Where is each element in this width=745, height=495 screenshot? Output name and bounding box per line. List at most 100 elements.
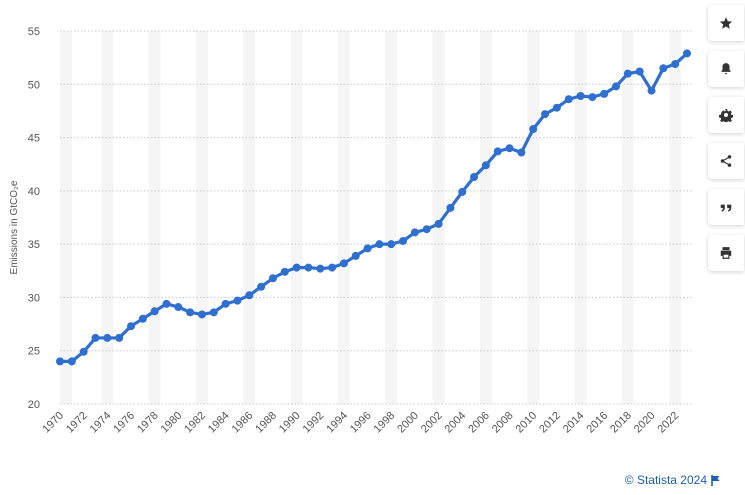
data-point[interactable]: [588, 93, 597, 102]
y-tick-label: 35: [28, 239, 40, 251]
credit-link[interactable]: © Statista 2024: [624, 473, 707, 487]
data-point[interactable]: [481, 161, 490, 170]
settings-button[interactable]: [708, 97, 744, 133]
data-point[interactable]: [79, 347, 88, 356]
x-tick-label: 1996: [348, 410, 374, 436]
x-tick-label: 1988: [253, 410, 279, 436]
data-point[interactable]: [387, 240, 396, 249]
data-point[interactable]: [328, 263, 337, 272]
data-point[interactable]: [552, 103, 561, 112]
y-tick-label: 40: [28, 186, 40, 198]
data-point[interactable]: [529, 125, 538, 134]
x-tick-label: 2016: [585, 410, 611, 436]
data-point[interactable]: [659, 64, 668, 73]
band: [574, 31, 587, 404]
data-point[interactable]: [399, 236, 408, 245]
band: [290, 31, 303, 404]
data-point[interactable]: [505, 144, 514, 153]
data-point[interactable]: [647, 86, 656, 95]
data-point[interactable]: [517, 148, 526, 157]
data-point[interactable]: [174, 303, 183, 312]
band: [338, 31, 350, 404]
x-tick-label: 2020: [632, 410, 658, 436]
data-point[interactable]: [351, 251, 360, 260]
data-point[interactable]: [304, 263, 313, 272]
data-point[interactable]: [541, 110, 550, 119]
band: [361, 31, 374, 404]
x-tick-label: 1986: [230, 410, 256, 436]
data-point[interactable]: [268, 274, 277, 283]
data-point[interactable]: [623, 69, 632, 78]
data-points[interactable]: [56, 49, 691, 366]
data-point[interactable]: [138, 314, 147, 323]
data-point[interactable]: [446, 203, 455, 212]
band: [456, 31, 469, 404]
data-point[interactable]: [671, 60, 680, 69]
data-point[interactable]: [612, 82, 621, 91]
share-button[interactable]: [708, 143, 744, 179]
data-point[interactable]: [493, 147, 502, 156]
data-point[interactable]: [292, 263, 301, 272]
data-point[interactable]: [67, 357, 76, 366]
data-point[interactable]: [245, 291, 254, 300]
x-tick-label: 1978: [135, 410, 161, 436]
data-point[interactable]: [186, 308, 195, 317]
y-tick-label: 25: [28, 346, 40, 358]
band: [669, 31, 682, 404]
data-point[interactable]: [434, 219, 443, 228]
print-icon: [720, 247, 732, 259]
band: [621, 31, 634, 404]
band: [196, 31, 208, 404]
favorite-button[interactable]: [708, 5, 744, 41]
data-point[interactable]: [197, 310, 206, 319]
print-button[interactable]: [708, 235, 744, 271]
data-point[interactable]: [422, 225, 431, 234]
data-point[interactable]: [56, 357, 64, 366]
star-icon: [719, 17, 733, 29]
band: [645, 31, 658, 404]
data-point[interactable]: [280, 267, 289, 276]
notification-button[interactable]: [708, 51, 744, 87]
data-point[interactable]: [221, 299, 230, 308]
data-point[interactable]: [162, 299, 171, 308]
statista-credit[interactable]: © Statista 2024: [625, 473, 721, 487]
band: [172, 31, 185, 404]
x-tick-label: 1976: [111, 410, 137, 436]
data-point[interactable]: [115, 333, 124, 342]
band: [125, 31, 137, 404]
data-point[interactable]: [576, 92, 585, 101]
x-tick-label: 1982: [182, 410, 208, 436]
data-point[interactable]: [91, 333, 100, 342]
data-point[interactable]: [470, 173, 479, 182]
data-point[interactable]: [683, 49, 691, 58]
data-point[interactable]: [363, 244, 372, 253]
band: [267, 31, 279, 404]
band: [314, 31, 327, 404]
data-point[interactable]: [126, 322, 135, 331]
data-point[interactable]: [458, 187, 467, 196]
cite-button[interactable]: [708, 189, 744, 225]
x-tick-label: 1970: [40, 410, 66, 436]
band: [385, 31, 398, 404]
data-point[interactable]: [233, 296, 242, 305]
toolbar: [708, 5, 745, 281]
data-point[interactable]: [375, 240, 384, 249]
flag-icon[interactable]: [711, 474, 721, 486]
band: [101, 31, 114, 404]
data-point[interactable]: [564, 95, 573, 104]
data-point[interactable]: [257, 282, 266, 291]
data-point[interactable]: [150, 307, 159, 316]
data-point[interactable]: [103, 333, 112, 342]
x-tick-label: 1998: [372, 410, 398, 436]
y-tick-label: 20: [28, 399, 40, 411]
data-point[interactable]: [339, 259, 348, 268]
band: [408, 31, 421, 404]
data-point[interactable]: [209, 308, 218, 317]
data-point[interactable]: [316, 264, 325, 273]
x-axis-ticks: 1970197219741976197819801982198419861988…: [40, 410, 681, 436]
data-point[interactable]: [410, 228, 419, 237]
y-axis-ticks: 20 25 30 35 40 45 50 55: [28, 26, 40, 411]
data-point[interactable]: [635, 67, 644, 76]
data-point[interactable]: [600, 89, 609, 98]
band: [432, 31, 445, 404]
